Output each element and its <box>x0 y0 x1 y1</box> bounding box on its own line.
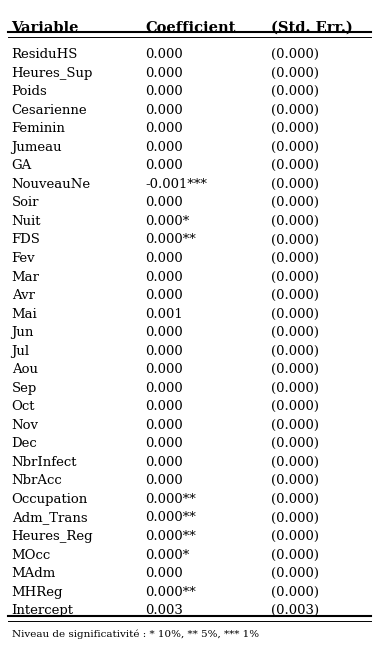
Text: 0.000: 0.000 <box>145 159 183 172</box>
Text: (0.000): (0.000) <box>271 215 319 228</box>
Text: (0.000): (0.000) <box>271 122 319 135</box>
Text: 0.000: 0.000 <box>145 382 183 394</box>
Text: 0.000**: 0.000** <box>145 530 196 543</box>
Text: 0.000: 0.000 <box>145 289 183 302</box>
Text: (0.000): (0.000) <box>271 104 319 117</box>
Text: 0.000: 0.000 <box>145 196 183 210</box>
Text: (0.000): (0.000) <box>271 530 319 543</box>
Text: Feminin: Feminin <box>12 122 66 135</box>
Text: NouveauNe: NouveauNe <box>12 178 91 191</box>
Text: (0.000): (0.000) <box>271 252 319 265</box>
Text: 0.000**: 0.000** <box>145 233 196 247</box>
Text: -0.001***: -0.001*** <box>145 178 207 191</box>
Text: Nov: Nov <box>12 419 39 432</box>
Text: 0.000: 0.000 <box>145 456 183 469</box>
Text: 0.000: 0.000 <box>145 86 183 98</box>
Text: (0.000): (0.000) <box>271 400 319 413</box>
Text: 0.003: 0.003 <box>145 604 183 617</box>
Text: (0.000): (0.000) <box>271 326 319 339</box>
Text: 0.000: 0.000 <box>145 141 183 154</box>
Text: (0.000): (0.000) <box>271 271 319 284</box>
Text: Coefficient: Coefficient <box>145 21 235 34</box>
Text: NbrAcc: NbrAcc <box>12 475 62 487</box>
Text: (0.000): (0.000) <box>271 475 319 487</box>
Text: 0.001: 0.001 <box>145 308 183 321</box>
Text: Occupation: Occupation <box>12 493 88 506</box>
Text: Jumeau: Jumeau <box>12 141 62 154</box>
Text: (0.000): (0.000) <box>271 289 319 302</box>
Text: Adm_Trans: Adm_Trans <box>12 511 87 524</box>
Text: MOcc: MOcc <box>12 548 51 562</box>
Text: 0.000: 0.000 <box>145 67 183 80</box>
Text: ResiduHS: ResiduHS <box>12 48 78 61</box>
Text: (0.000): (0.000) <box>271 345 319 358</box>
Text: Heures_Reg: Heures_Reg <box>12 530 93 543</box>
Text: (0.000): (0.000) <box>271 48 319 61</box>
Text: Intercept: Intercept <box>12 604 74 617</box>
Text: (0.000): (0.000) <box>271 382 319 394</box>
Text: 0.000: 0.000 <box>145 271 183 284</box>
Text: 0.000*: 0.000* <box>145 215 189 228</box>
Text: MHReg: MHReg <box>12 585 63 599</box>
Text: Oct: Oct <box>12 400 35 413</box>
Text: (0.000): (0.000) <box>271 493 319 506</box>
Text: Aou: Aou <box>12 363 38 376</box>
Text: 0.000: 0.000 <box>145 419 183 432</box>
Text: 0.000: 0.000 <box>145 326 183 339</box>
Text: (0.000): (0.000) <box>271 67 319 80</box>
Text: (0.000): (0.000) <box>271 419 319 432</box>
Text: (0.000): (0.000) <box>271 233 319 247</box>
Text: (0.000): (0.000) <box>271 308 319 321</box>
Text: 0.000: 0.000 <box>145 345 183 358</box>
Text: Variable: Variable <box>12 21 79 34</box>
Text: 0.000: 0.000 <box>145 122 183 135</box>
Text: Niveau de significativité : * 10%, ** 5%, *** 1%: Niveau de significativité : * 10%, ** 5%… <box>12 630 259 640</box>
Text: 0.000**: 0.000** <box>145 493 196 506</box>
Text: (0.000): (0.000) <box>271 363 319 376</box>
Text: Sep: Sep <box>12 382 37 394</box>
Text: (0.000): (0.000) <box>271 548 319 562</box>
Text: Nuit: Nuit <box>12 215 41 228</box>
Text: Dec: Dec <box>12 438 37 450</box>
Text: (0.003): (0.003) <box>271 604 319 617</box>
Text: (Std. Err.): (Std. Err.) <box>271 21 353 34</box>
Text: 0.000: 0.000 <box>145 567 183 580</box>
Text: (0.000): (0.000) <box>271 585 319 599</box>
Text: Jul: Jul <box>12 345 30 358</box>
Text: (0.000): (0.000) <box>271 196 319 210</box>
Text: Fev: Fev <box>12 252 35 265</box>
Text: Avr: Avr <box>12 289 34 302</box>
Text: (0.000): (0.000) <box>271 438 319 450</box>
Text: (0.000): (0.000) <box>271 159 319 172</box>
Text: 0.000: 0.000 <box>145 48 183 61</box>
Text: 0.000: 0.000 <box>145 104 183 117</box>
Text: GA: GA <box>12 159 32 172</box>
Text: MAdm: MAdm <box>12 567 56 580</box>
Text: NbrInfect: NbrInfect <box>12 456 77 469</box>
Text: 0.000*: 0.000* <box>145 548 189 562</box>
Text: FDS: FDS <box>12 233 41 247</box>
Text: Jun: Jun <box>12 326 34 339</box>
Text: (0.000): (0.000) <box>271 86 319 98</box>
Text: Poids: Poids <box>12 86 47 98</box>
Text: (0.000): (0.000) <box>271 567 319 580</box>
Text: Mai: Mai <box>12 308 37 321</box>
Text: 0.000: 0.000 <box>145 363 183 376</box>
Text: 0.000: 0.000 <box>145 438 183 450</box>
Text: Heures_Sup: Heures_Sup <box>12 67 93 80</box>
Text: 0.000: 0.000 <box>145 475 183 487</box>
Text: (0.000): (0.000) <box>271 456 319 469</box>
Text: Soir: Soir <box>12 196 39 210</box>
Text: (0.000): (0.000) <box>271 141 319 154</box>
Text: 0.000: 0.000 <box>145 252 183 265</box>
Text: 0.000**: 0.000** <box>145 585 196 599</box>
Text: 0.000**: 0.000** <box>145 511 196 524</box>
Text: 0.000: 0.000 <box>145 400 183 413</box>
Text: (0.000): (0.000) <box>271 178 319 191</box>
Text: Cesarienne: Cesarienne <box>12 104 87 117</box>
Text: (0.000): (0.000) <box>271 511 319 524</box>
Text: Mar: Mar <box>12 271 39 284</box>
